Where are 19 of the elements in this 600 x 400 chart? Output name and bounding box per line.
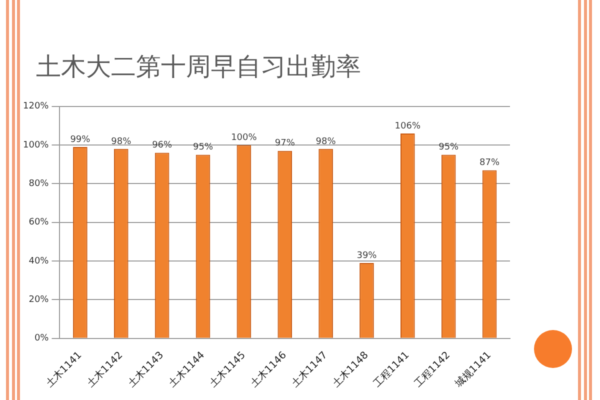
data-label: 97% [274,138,296,149]
data-label: 95% [438,142,460,153]
chart-title: 土木大二第十周早自习出勤率 [36,51,361,83]
data-label: 96% [152,140,173,151]
y-tick-label: 40% [28,256,50,266]
data-label: 98% [316,136,336,147]
data-label: 100% [231,132,258,143]
y-tick-label: 20% [28,295,50,306]
data-label: 98% [111,136,132,147]
data-label: 95% [192,142,214,153]
y-tick-label: 80% [28,179,50,190]
data-label: 87% [480,158,500,168]
data-label: 39% [356,250,378,261]
data-label: 99% [70,134,91,145]
y-tick-label: 60% [28,218,50,228]
y-tick-label: 0% [34,334,50,344]
y-tick-label: 100% [22,140,50,150]
y-tick-label: 120% [22,102,50,112]
data-label: 106% [394,121,421,132]
